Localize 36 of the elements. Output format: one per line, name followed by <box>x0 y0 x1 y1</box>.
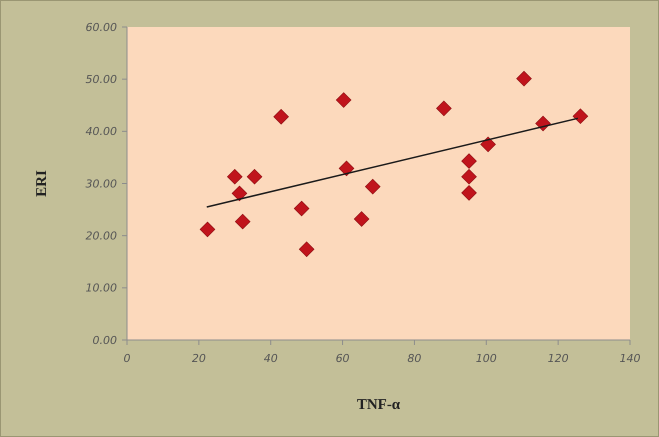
x-tick-label: 120 <box>548 352 569 365</box>
x-tick-label: 60 <box>336 352 350 365</box>
point <box>200 222 216 238</box>
x-tick-label: 100 <box>476 352 497 365</box>
y-tick-label: 10.00 <box>86 282 117 295</box>
y-tick-label: 50.00 <box>86 73 117 86</box>
y-tick-label: 40.00 <box>86 125 117 138</box>
y-tick-label: 0.00 <box>92 334 117 347</box>
point <box>461 169 477 184</box>
point <box>436 100 452 116</box>
point <box>354 211 370 227</box>
point <box>461 185 477 201</box>
point <box>298 242 314 257</box>
point <box>338 160 354 176</box>
point <box>461 153 477 169</box>
point <box>227 169 242 184</box>
point <box>336 92 352 108</box>
point <box>480 136 496 152</box>
point <box>246 169 262 184</box>
point <box>572 108 588 124</box>
y-tick-label: 20.00 <box>86 230 117 243</box>
point <box>365 178 380 194</box>
y-tick-label: 60.00 <box>86 20 117 34</box>
point <box>234 214 250 230</box>
x-tick-label: 20 <box>192 352 206 365</box>
x-tick-label: 140 <box>620 352 640 365</box>
y-axis-title: ERI <box>34 170 50 197</box>
point <box>516 70 532 86</box>
y-tick-label: 30.00 <box>86 177 117 190</box>
x-tick-label: 40 <box>264 352 278 365</box>
point <box>294 200 310 216</box>
point <box>232 186 248 202</box>
x-axis-title: TNF-α <box>356 397 401 413</box>
x-tick-label: 80 <box>407 352 422 365</box>
point <box>273 109 289 124</box>
x-tick-label: 0 <box>124 352 130 365</box>
